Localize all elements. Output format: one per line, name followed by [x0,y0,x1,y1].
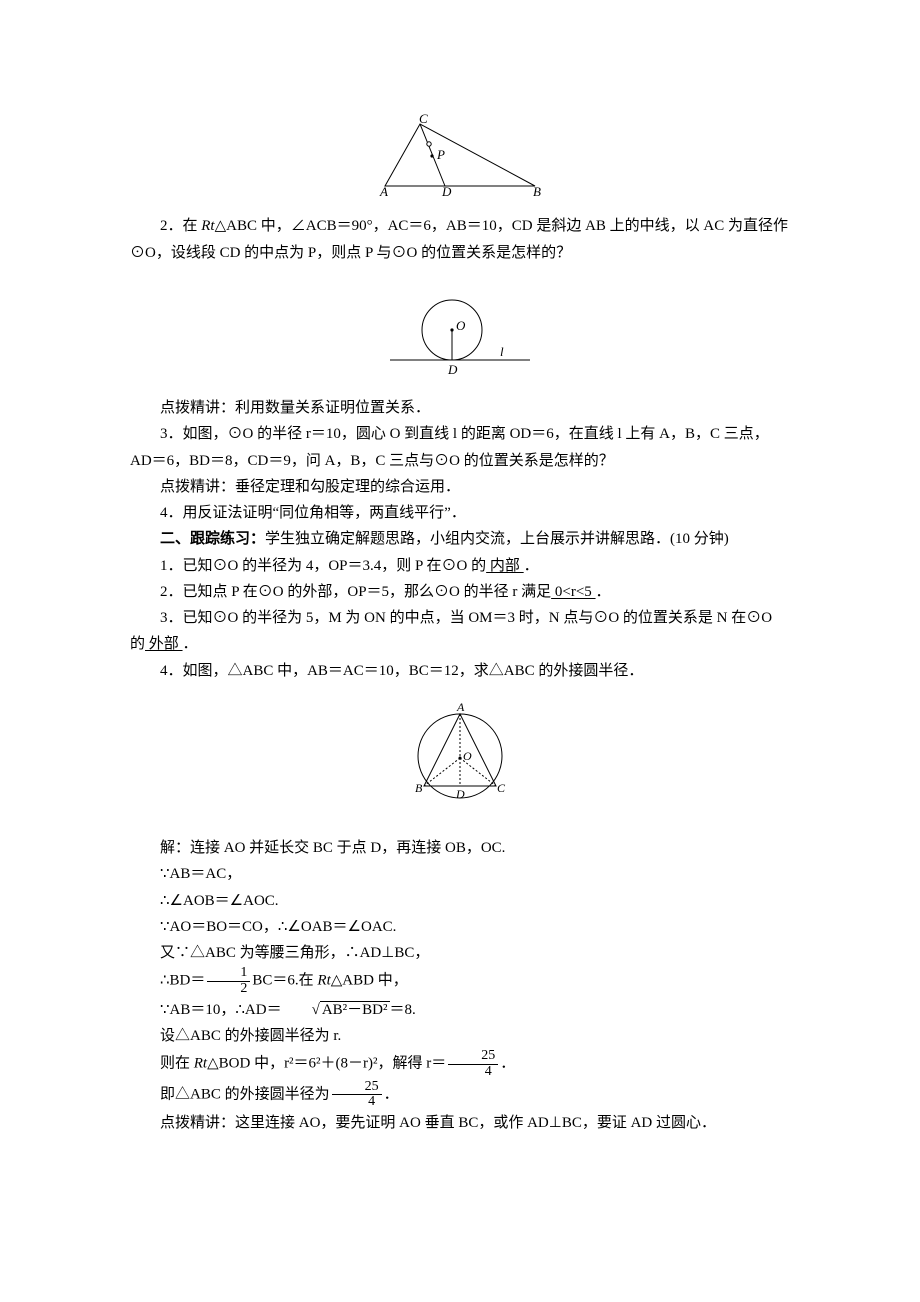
fig3-label-o: O [463,749,472,763]
practice-2: 2．已知点 P 在⊙O 的外部，OP＝5，那么⊙O 的半径 r 满足 0<r<5… [130,579,790,605]
p2-answer: 0<r<5 [551,584,595,600]
sol-l5: 又∵△ABC 为等腰三角形，∴AD⊥BC， [130,940,790,966]
section-2-bold: 二、跟踪练习： [160,531,265,547]
sqrt-expr: √AB²－BD² [282,997,390,1023]
figure-circle-line: O D l [130,294,790,387]
fig3-label-c: C [497,781,506,795]
frac3-den: 4 [332,1095,382,1110]
p3-post: ． [183,636,198,652]
practice-4: 4．如图，△ABC 中，AB＝AC＝10，BC＝12，求△ABC 的外接圆半径． [130,658,790,684]
fig1-label-c: C [419,114,428,126]
sol-l7b: ＝8. [390,1002,416,1018]
page: C P A D B 2．在 Rt△ABC 中，∠ACB＝90°，AC＝6，AB＝… [0,0,920,1302]
p2-post: ． [596,584,611,600]
practice-3: 3．已知⊙O 的半径为 5，M 为 ON 的中点，当 OM＝3 时，N 点与⊙O… [130,605,790,658]
sol-l1: 解：连接 AO 并延长交 BC 于点 D，再连接 OB，OC. [130,835,790,861]
figure-triangle-cpd: C P A D B [130,114,790,205]
sol-l9b: ． [500,1056,515,1072]
frac-25-4-a: 254 [448,1049,498,1079]
fig2-label-l: l [500,344,504,359]
fig3-label-b: B [415,781,423,795]
practice-1: 1．已知⊙O 的半径为 4，OP＝3.4，则 P 在⊙O 的 内部 ． [130,553,790,579]
frac-25-4-b: 254 [332,1080,382,1110]
fig1-label-a: A [379,184,388,196]
sol-l6: ∴BD＝12BC＝6.在 Rt△ABD 中， [130,966,790,996]
p2-pre: 2．已知点 P 在⊙O 的外部，OP＝5，那么⊙O 的半径 r 满足 [160,584,551,600]
sol-l7a: ∵AB＝10，∴AD＝ [160,1002,282,1018]
fig2-label-o: O [456,318,466,333]
p1-answer: 内部 [486,558,524,574]
fig2-label-d: D [447,362,458,377]
sol-l2: ∵AB＝AC， [130,861,790,887]
solution-block: 解：连接 AO 并延长交 BC 于点 D，再连接 OB，OC. ∵AB＝AC， … [130,835,790,1136]
fig1-label-b: B [533,184,541,196]
sol-l10: 即△ABC 的外接圆半径为254． [130,1080,790,1110]
sol-l9a: 则在 Rt△BOD 中，r²＝6²＋(8－r)²，解得 r＝ [160,1056,446,1072]
fig3-label-d: D [455,787,465,801]
p1-pre: 1．已知⊙O 的半径为 4，OP＝3.4，则 P 在⊙O 的 [160,558,486,574]
hint-2: 点拨精讲：利用数量关系证明位置关系． [130,395,790,421]
sol-l10a: 即△ABC 的外接圆半径为 [160,1086,330,1102]
sol-l4: ∵AO＝BO＝CO，∴∠OAB＝∠OAC. [130,914,790,940]
frac-1-2: 12 [207,966,250,996]
sqrt-radicand: AB²－BD² [320,1001,390,1018]
sol-l6b: BC＝6.在 Rt△ABD 中， [252,973,407,989]
frac1-num: 1 [207,966,250,982]
sol-l9: 则在 Rt△BOD 中，r²＝6²＋(8－r)²，解得 r＝254． [130,1049,790,1079]
hint-3: 点拨精讲：垂径定理和勾股定理的综合运用． [130,474,790,500]
question-4: 4．用反证法证明“同位角相等，两直线平行”． [130,500,790,526]
p3-pre: 3．已知⊙O 的半径为 5，M 为 ON 的中点，当 OM＝3 时，N 点与⊙O… [130,610,772,652]
p3-answer: 外部 [145,636,183,652]
fig1-label-p: P [436,147,445,162]
sol-l7: ∵AB＝10，∴AD＝√AB²－BD²＝8. [130,997,790,1023]
sol-l10b: ． [384,1086,399,1102]
frac3-num: 25 [332,1080,382,1096]
question-3: 3．如图，⊙O 的半径 r＝10，圆心 O 到直线 l 的距离 OD＝6，在直线… [130,421,790,474]
frac2-num: 25 [448,1049,498,1065]
fig1-label-d: D [441,184,452,196]
sol-l3: ∴∠AOB＝∠AOC. [130,888,790,914]
sol-l6a: ∴BD＝ [160,973,205,989]
fig3-label-a: A [456,700,465,714]
frac1-den: 2 [207,982,250,997]
sol-hint: 点拨精讲：这里连接 AO，要先证明 AO 垂直 BC，或作 AD⊥BC，要证 A… [130,1110,790,1136]
figure-inscribed-triangle: A B C D O [130,698,790,817]
frac2-den: 4 [448,1065,498,1080]
section-2-heading: 二、跟踪练习：学生独立确定解题思路，小组内交流，上台展示并讲解思路．(10 分钟… [130,526,790,552]
section-2-rest: 学生独立确定解题思路，小组内交流，上台展示并讲解思路．(10 分钟) [265,531,729,547]
question-2: 2．在 Rt△ABC 中，∠ACB＝90°，AC＝6，AB＝10，CD 是斜边 … [130,213,790,266]
sol-l8: 设△ABC 的外接圆半径为 r. [130,1023,790,1049]
p1-post: ． [524,558,539,574]
